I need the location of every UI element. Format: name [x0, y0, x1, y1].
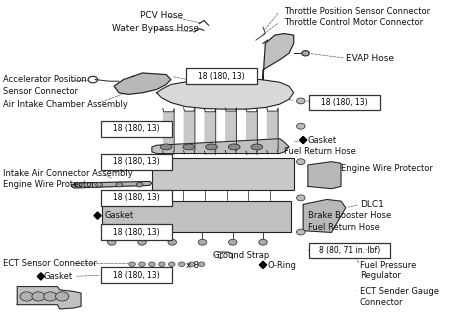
Text: 18 (180, 13): 18 (180, 13) — [113, 124, 160, 133]
Circle shape — [149, 262, 155, 267]
Polygon shape — [300, 136, 307, 144]
Circle shape — [302, 50, 310, 56]
Circle shape — [96, 182, 102, 187]
Circle shape — [259, 239, 267, 245]
Circle shape — [297, 195, 305, 201]
Circle shape — [198, 262, 205, 267]
Circle shape — [168, 239, 176, 245]
Circle shape — [44, 292, 57, 301]
Ellipse shape — [251, 144, 263, 150]
Circle shape — [108, 239, 116, 245]
Polygon shape — [72, 182, 152, 188]
Circle shape — [137, 182, 143, 187]
Polygon shape — [267, 108, 278, 154]
Text: Engine Wire Protector: Engine Wire Protector — [3, 180, 95, 189]
Circle shape — [297, 123, 305, 129]
Circle shape — [188, 262, 195, 267]
Circle shape — [138, 239, 146, 245]
Polygon shape — [37, 273, 45, 280]
Text: Engine Wire Protector: Engine Wire Protector — [341, 164, 433, 173]
Polygon shape — [225, 108, 237, 154]
Polygon shape — [183, 108, 195, 154]
Circle shape — [139, 262, 146, 267]
Polygon shape — [152, 139, 289, 153]
Ellipse shape — [206, 144, 218, 150]
Polygon shape — [263, 34, 294, 80]
Text: Air Intake Chamber Assembly: Air Intake Chamber Assembly — [3, 100, 128, 109]
Text: 18 (180, 13): 18 (180, 13) — [113, 157, 160, 166]
FancyBboxPatch shape — [101, 154, 172, 170]
FancyBboxPatch shape — [309, 243, 390, 258]
Ellipse shape — [160, 144, 172, 150]
Text: 8 (80, 71 in.·lbf): 8 (80, 71 in.·lbf) — [319, 246, 380, 255]
Polygon shape — [308, 162, 341, 189]
FancyBboxPatch shape — [152, 158, 294, 190]
Polygon shape — [246, 109, 257, 154]
FancyBboxPatch shape — [186, 68, 257, 84]
Text: Intake Air Connector Assembly: Intake Air Connector Assembly — [3, 169, 133, 178]
Polygon shape — [94, 212, 101, 219]
Polygon shape — [163, 109, 174, 154]
Text: 18 (180, 13): 18 (180, 13) — [113, 271, 160, 280]
FancyBboxPatch shape — [102, 201, 292, 232]
Circle shape — [178, 262, 185, 267]
Text: 18 (180, 13): 18 (180, 13) — [113, 228, 160, 237]
Polygon shape — [303, 200, 346, 232]
Text: O-Ring: O-Ring — [268, 261, 297, 270]
Text: 18 (180, 13): 18 (180, 13) — [321, 98, 368, 107]
Circle shape — [158, 262, 165, 267]
Polygon shape — [156, 79, 294, 109]
Circle shape — [228, 239, 237, 245]
Polygon shape — [114, 73, 171, 94]
Text: Throttle Position Sensor Connector: Throttle Position Sensor Connector — [284, 7, 430, 16]
Text: Gasket: Gasket — [105, 212, 134, 220]
Text: EVAP Hose: EVAP Hose — [346, 54, 394, 63]
Circle shape — [168, 262, 175, 267]
Circle shape — [129, 262, 136, 267]
Circle shape — [55, 292, 69, 301]
Circle shape — [32, 292, 45, 301]
Ellipse shape — [183, 144, 195, 150]
Circle shape — [297, 98, 305, 104]
Polygon shape — [17, 286, 81, 309]
Text: 18 (180, 13): 18 (180, 13) — [113, 193, 160, 202]
Circle shape — [297, 229, 305, 235]
FancyBboxPatch shape — [309, 95, 380, 111]
Text: PCV Hose: PCV Hose — [140, 11, 183, 20]
Circle shape — [20, 292, 33, 301]
Text: Gasket: Gasket — [43, 272, 73, 281]
Text: DLC1: DLC1 — [360, 200, 384, 209]
FancyBboxPatch shape — [101, 121, 172, 137]
Polygon shape — [204, 109, 216, 154]
Text: x 8: x 8 — [186, 261, 199, 270]
Text: ECT Sensor Connector: ECT Sensor Connector — [3, 259, 97, 268]
Circle shape — [116, 182, 123, 187]
Text: Fuel Return Hose: Fuel Return Hose — [308, 223, 380, 232]
FancyBboxPatch shape — [101, 190, 172, 206]
Circle shape — [297, 159, 305, 165]
Text: Regulator: Regulator — [360, 271, 401, 280]
Text: Gasket: Gasket — [308, 136, 337, 145]
Polygon shape — [259, 261, 267, 269]
FancyBboxPatch shape — [101, 224, 172, 240]
Text: Accelerator Position: Accelerator Position — [3, 75, 87, 84]
FancyBboxPatch shape — [101, 267, 172, 283]
Text: Fuel Return Hose: Fuel Return Hose — [284, 148, 356, 156]
Text: Brake Booster Hose: Brake Booster Hose — [308, 212, 391, 220]
Text: ECT Sender Gauge: ECT Sender Gauge — [360, 287, 439, 296]
Text: Ground Strap: Ground Strap — [213, 251, 270, 260]
Circle shape — [198, 239, 207, 245]
Text: Throttle Control Motor Connector: Throttle Control Motor Connector — [284, 17, 423, 26]
Text: Fuel Pressure: Fuel Pressure — [360, 261, 416, 270]
Text: Connector: Connector — [360, 298, 403, 307]
Text: 18 (180, 13): 18 (180, 13) — [198, 72, 245, 81]
Text: Water Bypass Hose: Water Bypass Hose — [112, 24, 199, 33]
Text: Sensor Connector: Sensor Connector — [3, 86, 78, 96]
Ellipse shape — [228, 144, 240, 150]
Circle shape — [75, 182, 82, 187]
